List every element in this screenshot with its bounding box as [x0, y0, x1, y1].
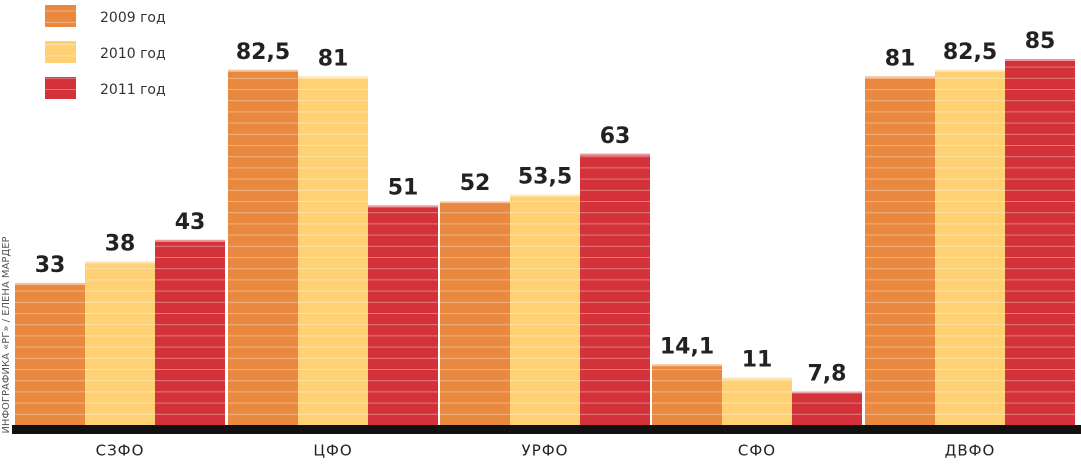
baseline — [12, 425, 227, 434]
bar — [935, 69, 1005, 426]
bar-top — [722, 377, 792, 380]
bar-top — [440, 201, 510, 204]
bar-top — [652, 364, 722, 367]
bar-top — [298, 76, 368, 79]
bar — [155, 239, 225, 425]
bar — [85, 261, 155, 425]
baseline — [1076, 425, 1081, 434]
legend-swatch — [45, 41, 76, 63]
bar-top — [368, 205, 438, 208]
bar-top — [1005, 59, 1075, 62]
legend-swatch — [45, 5, 76, 27]
bar — [792, 391, 862, 425]
value-label: 82,5 — [236, 40, 290, 65]
bar — [228, 69, 298, 426]
value-label: 52 — [460, 171, 491, 196]
value-label: 51 — [388, 175, 419, 200]
value-label: 81 — [318, 46, 349, 71]
bar-top — [228, 69, 298, 72]
legend-label: 2009 год — [100, 10, 166, 26]
value-label: 33 — [35, 253, 66, 278]
value-label: 81 — [885, 46, 916, 71]
value-label: 82,5 — [943, 40, 997, 65]
bar-top — [865, 76, 935, 79]
bar-top — [935, 69, 1005, 72]
bar — [652, 364, 722, 425]
bar — [722, 377, 792, 425]
baseline — [437, 425, 652, 434]
value-label: 11 — [742, 348, 773, 373]
x-tick-label: ЦФО — [313, 442, 352, 460]
bar — [368, 205, 438, 425]
bar — [510, 194, 580, 425]
bar-top — [580, 153, 650, 156]
legend-label: 2010 год — [100, 46, 166, 62]
x-tick-label: УРФО — [522, 442, 569, 460]
bar-top — [510, 194, 580, 197]
x-tick-label: СФО — [738, 442, 776, 460]
legend-swatch — [45, 77, 76, 99]
bar-top — [155, 239, 225, 242]
bar — [440, 201, 510, 425]
value-label: 43 — [175, 210, 206, 235]
value-label: 63 — [600, 124, 631, 149]
x-tick-label: ДВФО — [945, 442, 996, 460]
value-label: 85 — [1025, 29, 1056, 54]
baseline — [649, 425, 864, 434]
bar — [1005, 59, 1075, 426]
bar — [865, 76, 935, 425]
value-label: 53,5 — [518, 165, 572, 190]
x-tick-label: СЗФО — [96, 442, 145, 460]
value-label: 7,8 — [808, 361, 847, 386]
legend-label: 2011 год — [100, 82, 166, 98]
baseline — [225, 425, 440, 434]
bar-top — [85, 261, 155, 264]
bar — [580, 153, 650, 425]
bar — [298, 76, 368, 425]
baseline — [862, 425, 1077, 434]
bar — [15, 282, 85, 425]
bar-top — [15, 282, 85, 285]
bar-top — [792, 391, 862, 394]
value-label: 14,1 — [660, 334, 714, 359]
value-label: 38 — [105, 231, 136, 256]
credit: ИНФОГРАФИКА «РГ» / ЕЛЕНА МАРДЕР — [1, 236, 12, 433]
